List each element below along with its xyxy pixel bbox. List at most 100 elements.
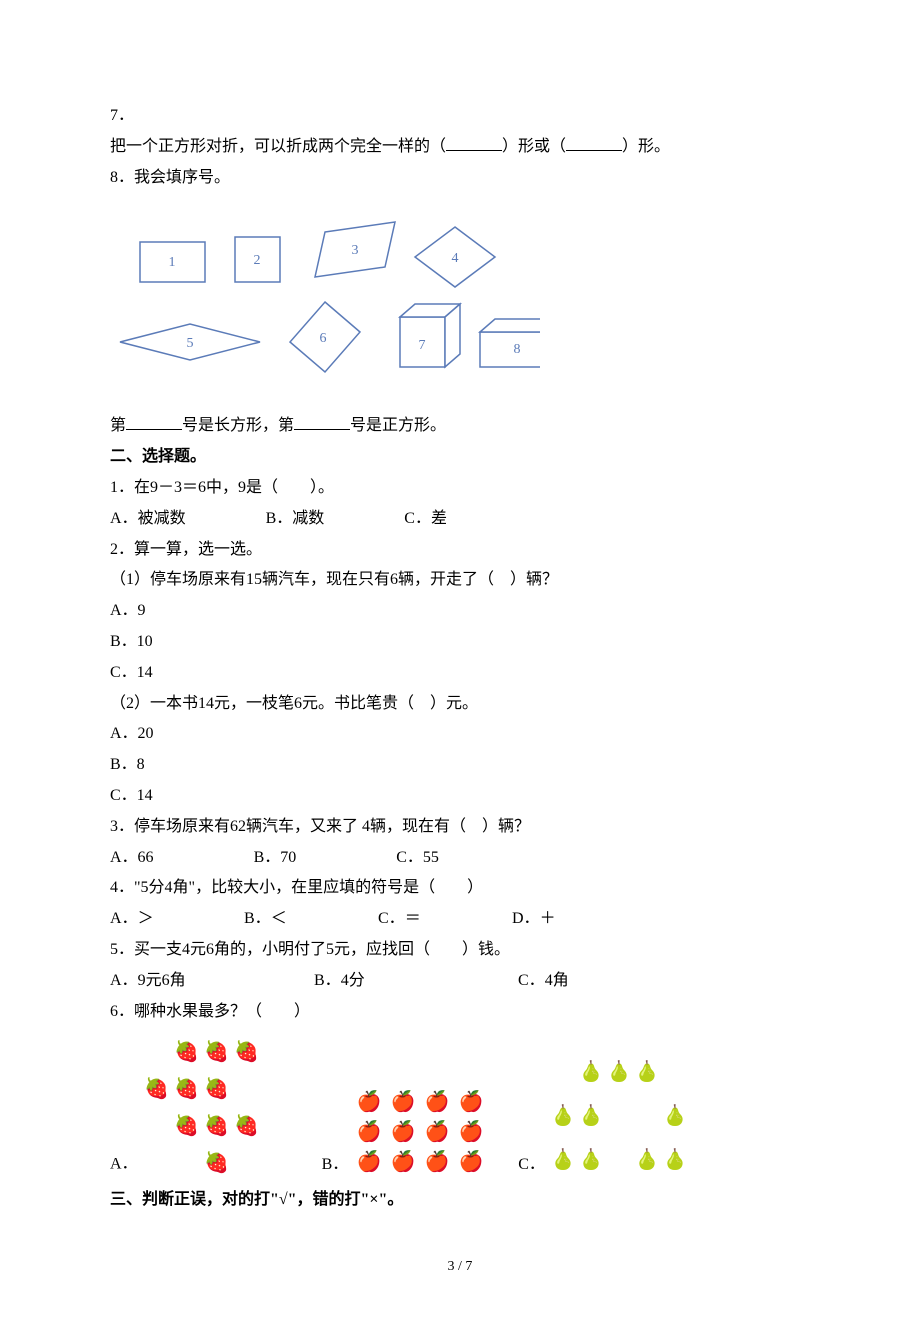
q8-fill-part3: 号是正方形。: [350, 417, 446, 434]
strawberry-icon: [262, 1032, 292, 1058]
strawberry-icon: [142, 1143, 172, 1169]
pear-icon: [605, 1092, 633, 1122]
s2q1-opt-b[interactable]: B．减数: [266, 505, 325, 534]
shape-label-4: 4: [452, 251, 459, 266]
apple-icon: 🍎: [420, 1152, 454, 1180]
strawberry-grid: 🍓🍓🍓🍓🍓🍓🍓🍓🍓🍓: [142, 1032, 292, 1179]
s2q1-options: A．被减数 B．减数 C．差: [110, 505, 810, 534]
s2q5-text: 买一支4元6角的，小明付了5元，应找回（ ）钱。: [134, 941, 510, 958]
s2q1-line: 1．在9－3＝6中，9是（ ）。: [110, 474, 810, 503]
strawberry-icon: 🍓: [202, 1042, 232, 1068]
strawberry-icon: [142, 1106, 172, 1132]
q8-fill-line: 第 号是长方形，第 号是正方形。: [110, 412, 810, 441]
s2q2-num: 2．: [110, 541, 134, 558]
s2q6-opt-c[interactable]: C． 🍐🍐🍐🍐🍐🍐🍐🍐🍐🍐: [518, 1048, 689, 1180]
s2q4-options: A．＞ B．＜ C．＝ D．＋: [110, 905, 810, 934]
strawberry-icon: 🍓: [202, 1116, 232, 1142]
q7-text: 把一个正方形对折，可以折成两个完全一样的（）形或（）形。: [110, 133, 810, 162]
s2q3-opt-a[interactable]: A．66: [110, 844, 154, 873]
strawberry-icon: [232, 1143, 262, 1169]
s2q6-opt-b[interactable]: B． 🍎🍎🍎🍎🍎🍎🍎🍎🍎🍎🍎🍎: [322, 1090, 489, 1180]
s2q3-options: A．66 B．70 C．55: [110, 844, 810, 873]
pear-icon: 🍐: [549, 1106, 577, 1136]
q8-fill-part2: 号是长方形，第: [182, 417, 294, 434]
s2q6-c-label: C．: [518, 1156, 545, 1173]
s2q1-num: 1．: [110, 479, 134, 496]
s2q2-p2-b[interactable]: B．8: [110, 751, 810, 780]
s2q3-num: 3．: [110, 818, 134, 835]
s2q2-text: 算一算，选一选。: [134, 541, 262, 558]
pear-icon: 🍐: [633, 1150, 661, 1180]
s2q2-p2-c[interactable]: C．14: [110, 782, 810, 811]
pear-icon: 🍐: [661, 1106, 689, 1136]
s2q2-p2-text: 一本书14元，一枝笔6元。书比笔贵（ ）元。: [150, 695, 478, 712]
q8-fill-part1: 第: [110, 417, 126, 434]
s2q1-opt-a[interactable]: A．被减数: [110, 505, 186, 534]
shape-label-1: 1: [169, 255, 176, 270]
s2q3-opt-c[interactable]: C．55: [396, 844, 439, 873]
s2q5-b-label: B．: [314, 967, 341, 996]
s2q4-opt-d[interactable]: D．＋: [512, 905, 642, 934]
q8-blank-1[interactable]: [126, 413, 182, 430]
q8-blank-2[interactable]: [294, 413, 350, 430]
apple-icon: 🍎: [454, 1152, 488, 1180]
apple-icon: 🍎: [386, 1152, 420, 1180]
s2q4-opt-b[interactable]: B．＜: [244, 905, 374, 934]
s2q6-a-label: A．: [110, 1156, 138, 1173]
pear-icon: [605, 1136, 633, 1166]
s2q4-a-text: ＞: [138, 905, 154, 934]
q7-blank-1[interactable]: [446, 134, 502, 151]
apple-icon: 🍎: [454, 1122, 488, 1150]
s2q5-line: 5．买一支4元6角的，小明付了5元，应找回（ ）钱。: [110, 936, 810, 965]
s2q5-opt-a[interactable]: A．9元6角: [110, 967, 310, 996]
q8-shapes-figure: 1 2 3 4 5 6 7 8: [110, 212, 810, 402]
s2q2-p1-c[interactable]: C．14: [110, 659, 810, 688]
pear-icon: 🍐: [549, 1150, 577, 1180]
pear-grid: 🍐🍐🍐🍐🍐🍐🍐🍐🍐🍐: [549, 1048, 689, 1180]
page-number: 3 / 7: [110, 1254, 810, 1279]
s2q2-p2-label: （2）: [110, 695, 150, 712]
strawberry-icon: 🍓: [172, 1042, 202, 1068]
q7-blank-2[interactable]: [566, 134, 622, 151]
s2q2-p2-line: （2）一本书14元，一枝笔6元。书比笔贵（ ）元。: [110, 690, 810, 719]
strawberry-icon: [262, 1069, 292, 1095]
pear-icon: 🍐: [633, 1062, 661, 1092]
s2q3-text: 停车场原来有62辆汽车，又来了 4辆，现在有（ ）辆？: [134, 818, 530, 835]
s2q5-opt-c[interactable]: C．4角: [518, 967, 658, 996]
s2q2-p1-line: （1）停车场原来有15辆汽车，现在只有6辆，开走了（ ）辆？: [110, 566, 810, 595]
pear-icon: [633, 1092, 661, 1122]
s2q4-b-label: B．: [244, 905, 271, 934]
s2q1-opt-c[interactable]: C．差: [404, 505, 447, 534]
strawberry-icon: 🍓: [202, 1153, 232, 1179]
s2q4-line: 4．"5分4角"，比较大小，在里应填的符号是（ ）: [110, 874, 810, 903]
s2q4-text: "5分4角"，比较大小，在里应填的符号是（ ）: [134, 879, 483, 896]
s2q2-line: 2．算一算，选一选。: [110, 536, 810, 565]
s2q2-p1-b[interactable]: B．10: [110, 628, 810, 657]
apple-icon: 🍎: [352, 1152, 386, 1180]
s2q5-options: A．9元6角 B．4分 C．4角: [110, 967, 810, 996]
s2q4-c-label: C．: [378, 905, 405, 934]
strawberry-icon: [262, 1143, 292, 1169]
s2q6-opt-a[interactable]: A． 🍓🍓🍓🍓🍓🍓🍓🍓🍓🍓: [110, 1032, 292, 1179]
s2q3-opt-b[interactable]: B．70: [254, 844, 297, 873]
s2q4-opt-c[interactable]: C．＝: [378, 905, 508, 934]
s2q5-c-text: 4角: [545, 967, 569, 996]
strawberry-icon: 🍓: [142, 1079, 172, 1105]
s2q4-b-text: ＜: [271, 905, 287, 934]
s2q4-opt-a[interactable]: A．＞: [110, 905, 240, 934]
strawberry-icon: [172, 1143, 202, 1169]
strawberry-icon: 🍓: [232, 1116, 262, 1142]
s2q1-c-text: 差: [431, 510, 447, 527]
s2q4-num: 4．: [110, 879, 134, 896]
shape-label-2: 2: [254, 253, 261, 268]
s2q5-opt-b[interactable]: B．4分: [314, 967, 514, 996]
s2q1-c-label: C．: [404, 510, 431, 527]
s2q1-b-label: B．: [266, 510, 293, 527]
s2q2-p1-a[interactable]: A．9: [110, 597, 810, 626]
s2q2-p2-a[interactable]: A．20: [110, 720, 810, 749]
s2q5-a-text: 9元6角: [138, 967, 186, 996]
q7-text-part2: ）形或（: [502, 138, 566, 155]
pear-icon: 🍐: [577, 1106, 605, 1136]
shape-label-3: 3: [352, 243, 359, 258]
s2q6-line: 6．哪种水果最多？（ ）: [110, 998, 810, 1027]
